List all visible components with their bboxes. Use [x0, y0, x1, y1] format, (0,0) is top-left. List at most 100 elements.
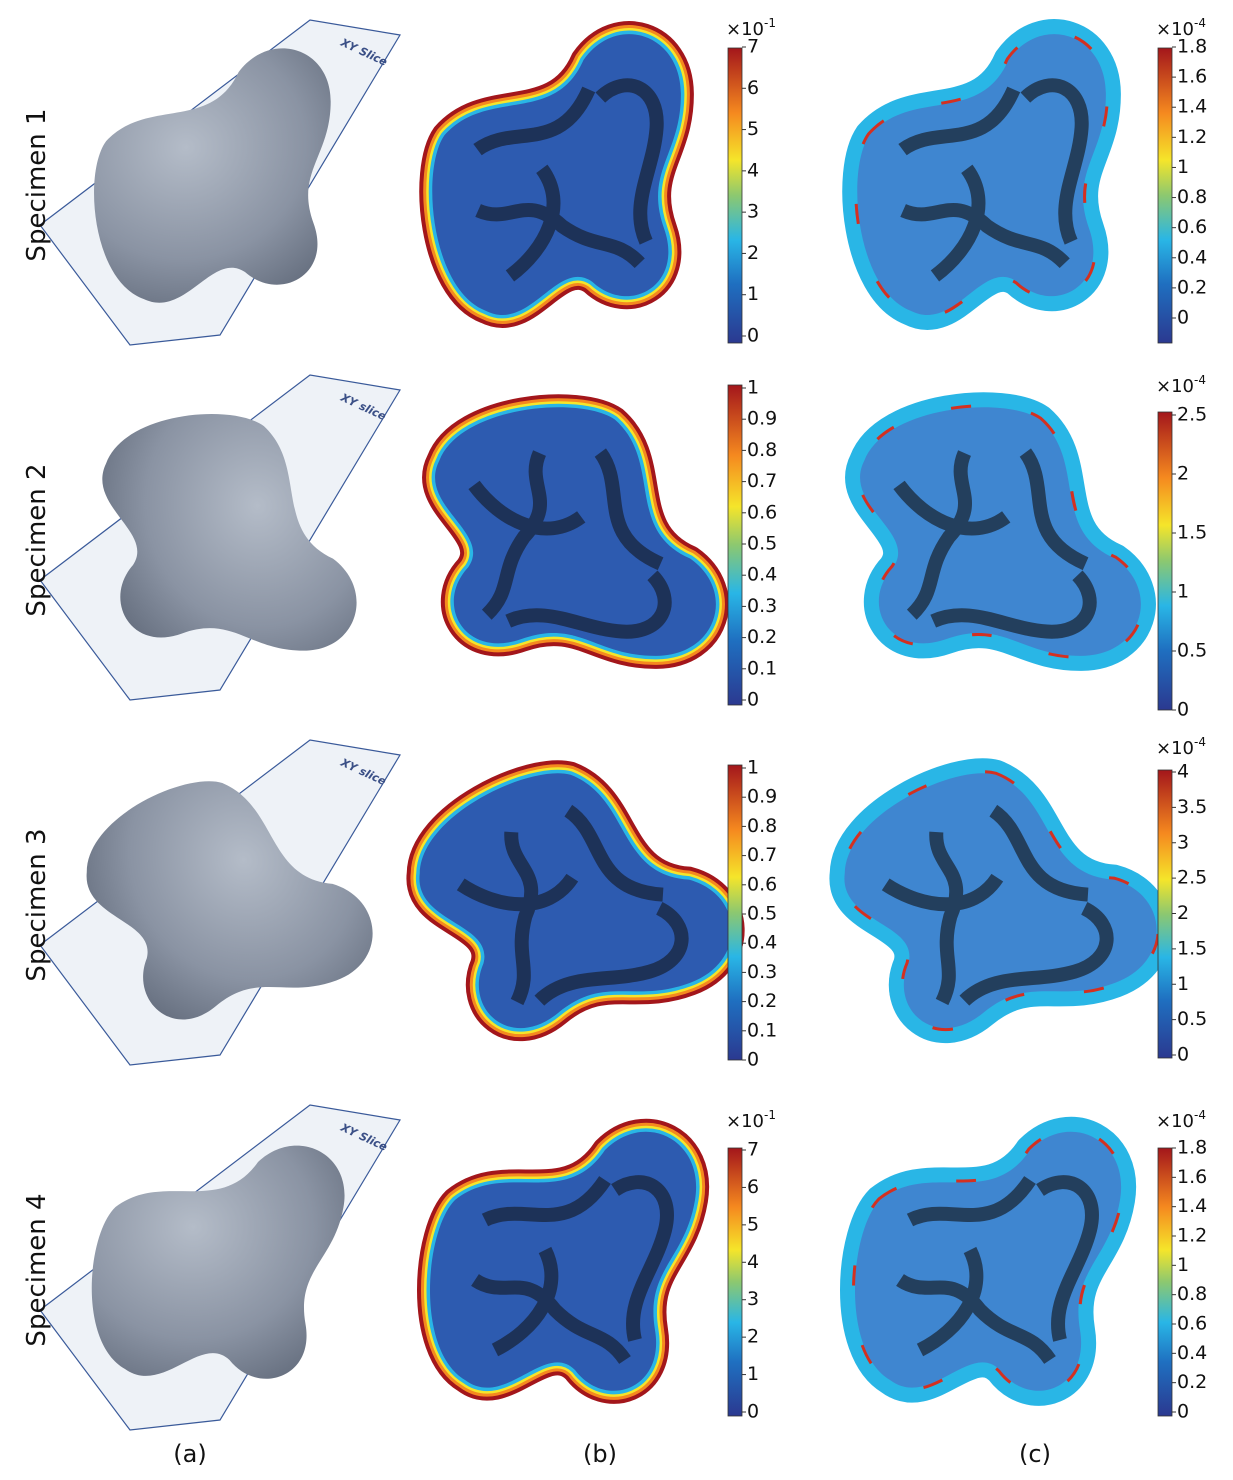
colorbar-tick-label: 1.5: [1177, 522, 1207, 544]
colorbar-tick-label: 0.2: [747, 990, 777, 1012]
field-map-b: [430, 1132, 696, 1391]
colorbar-tick-label: 1: [1177, 973, 1189, 995]
colorbar-tick-label: 2.5: [1177, 404, 1207, 426]
colorbar-tick-label: 6: [747, 77, 759, 99]
colorbar-tick-label: 0: [1177, 307, 1189, 329]
colorbar-tick-label: 0.8: [747, 815, 777, 837]
colorbar-tick-label: 4: [747, 159, 759, 181]
colorbar-tick-label: 0.6: [1177, 216, 1207, 238]
exponent-base: ×10: [1156, 1111, 1194, 1132]
colorbar-tick-label: 1: [1177, 156, 1189, 178]
colorbar-tick-label: 2: [747, 242, 759, 264]
colorbar-tick-label: 0.6: [747, 501, 777, 523]
colorbar-tick-label: 1: [747, 283, 759, 305]
colorbar-tick-label: 0.3: [747, 961, 777, 983]
colorbar-tick-label: 4: [1177, 761, 1189, 783]
field-map-c: [833, 26, 1140, 327]
slice-view: XY Slice: [40, 20, 400, 345]
colorbar-exponent: ×10-1: [726, 1108, 776, 1132]
colorbar-tick-label: 0.5: [1177, 640, 1207, 662]
slice-view: XY slice: [40, 732, 400, 1067]
colorbar-tick-label: 0.4: [747, 564, 777, 586]
colorbar-tick-label: 1.8: [1177, 1137, 1207, 1159]
field-map-c: [818, 719, 1175, 1079]
colorbar: [1158, 412, 1172, 710]
colorbar: [728, 1148, 742, 1416]
colorbar-tick-label: 1.4: [1177, 96, 1207, 118]
field-map-b: [393, 719, 750, 1079]
colorbar-tick-label: 0.2: [1177, 276, 1207, 298]
exponent-power: -4: [1194, 1108, 1206, 1122]
field-map-c: [848, 383, 1149, 690]
colorbar-tick-label: 1.6: [1177, 66, 1207, 88]
colorbar-tick-label: 3: [1177, 831, 1189, 853]
colorbar-tick-label: 3: [747, 1288, 759, 1310]
colorbar-tick-label: 1.5: [1177, 937, 1207, 959]
exponent-base: ×10: [726, 1111, 764, 1132]
colorbar-tick-label: 2: [747, 1326, 759, 1348]
colorbar: [1158, 1148, 1172, 1416]
colorbar-tick-label: 3.5: [1177, 796, 1207, 818]
column-label: (a): [173, 1440, 206, 1468]
column-label: (c): [1019, 1440, 1051, 1468]
colorbar-tick-label: 6: [747, 1176, 759, 1198]
figure: XY SliceXY sliceXY sliceXY Slice Specime…: [0, 0, 1233, 1476]
colorbar-tick-label: 0.1: [747, 1019, 777, 1041]
colorbar-tick-label: 1: [747, 757, 759, 779]
colorbar-tick-label: 7: [747, 1139, 759, 1161]
field-map-b: [423, 383, 724, 690]
colorbar-tick-label: 0.1: [747, 657, 777, 679]
exponent-power: -4: [1194, 16, 1206, 30]
field-map-b: [408, 26, 715, 327]
colorbar-tick-label: 0: [1177, 1401, 1189, 1423]
colorbar: [1158, 770, 1172, 1058]
colorbar-tick-label: 0.4: [1177, 1342, 1207, 1364]
colorbar-tick-label: 0: [1177, 1044, 1189, 1066]
row-label: Specimen 3: [22, 828, 52, 981]
colorbar-tick-label: 1.6: [1177, 1166, 1207, 1188]
colorbar: [728, 765, 742, 1060]
colorbar-tick-label: 1: [747, 377, 759, 399]
colorbar-tick-label: 0.6: [1177, 1313, 1207, 1335]
colorbar-tick-label: 2.5: [1177, 867, 1207, 889]
colorbar-tick-label: 0.8: [747, 439, 777, 461]
colorbar-tick-label: 0: [747, 1401, 759, 1423]
exponent-power: -1: [764, 1108, 776, 1122]
row-label: Specimen 4: [22, 1193, 52, 1346]
exponent-power: -1: [764, 16, 776, 30]
colorbar-tick-label: 2: [1177, 902, 1189, 924]
colorbar: [1158, 48, 1172, 343]
colorbar-exponent: ×10-4: [1156, 1108, 1206, 1132]
field-map-c: [855, 1132, 1121, 1391]
colorbar-tick-label: 0.5: [747, 903, 777, 925]
colorbar-tick-label: 1.2: [1177, 126, 1207, 148]
colorbar-tick-label: 1: [747, 1363, 759, 1385]
colorbar-tick-label: 5: [747, 118, 759, 140]
row-label: Specimen 2: [22, 463, 52, 616]
colorbar-tick-label: 1: [1177, 1254, 1189, 1276]
colorbar-tick-label: 0.2: [747, 626, 777, 648]
colorbar-tick-label: 0: [747, 1049, 759, 1071]
colorbar-exponent: ×10-4: [1156, 735, 1206, 759]
colorbar-exponent: ×10-1: [726, 16, 776, 40]
colorbar-tick-label: 4: [747, 1251, 759, 1273]
exponent-power: -4: [1194, 373, 1206, 387]
exponent-base: ×10: [1156, 376, 1194, 397]
colorbar-tick-label: 1.4: [1177, 1195, 1207, 1217]
column-label: (b): [583, 1440, 617, 1468]
colorbar-tick-label: 0.6: [747, 873, 777, 895]
colorbar-tick-label: 0: [747, 325, 759, 347]
colorbar-tick-label: 0: [747, 689, 759, 711]
colorbar-tick-label: 0.4: [747, 932, 777, 954]
exponent-base: ×10: [726, 19, 764, 40]
colorbar-tick-label: 0.8: [1177, 186, 1207, 208]
colorbar: [728, 48, 742, 343]
colorbar-tick-label: 1.2: [1177, 1225, 1207, 1247]
exponent-base: ×10: [1156, 19, 1194, 40]
slice-view: XY slice: [40, 375, 400, 700]
colorbar-tick-label: 0.5: [1177, 1008, 1207, 1030]
colorbar-tick-label: 0.4: [1177, 246, 1207, 268]
colorbar-tick-label: 0.2: [1177, 1371, 1207, 1393]
colorbar-tick-label: 0: [1177, 699, 1189, 721]
